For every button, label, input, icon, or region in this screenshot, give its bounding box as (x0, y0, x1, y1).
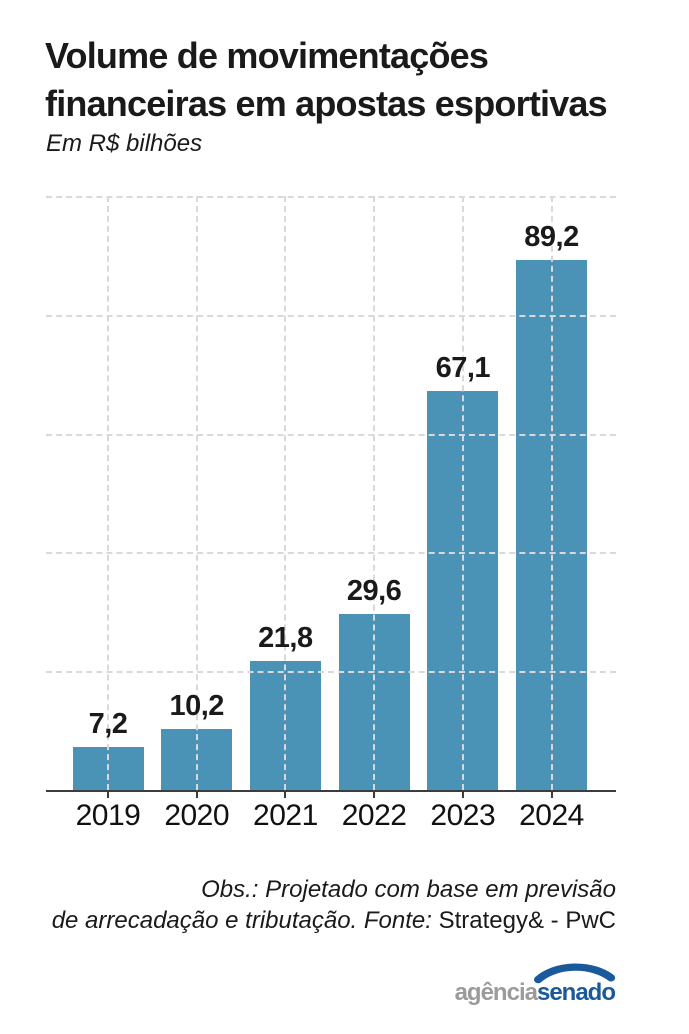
source-note-line-1: Obs.: Projetado com base em previsão (201, 876, 616, 903)
source-note-line-2: de arrecadação e tributação. Fonte: Stra… (52, 905, 616, 936)
x-axis-tick (195, 792, 198, 798)
chart-subtitle: Em R$ bilhões (46, 130, 203, 157)
gridline-horizontal (46, 552, 616, 555)
gridline-horizontal (46, 314, 616, 317)
bar-value-label: 67,1 (435, 352, 491, 385)
gridline-vertical (550, 196, 553, 790)
gridline-horizontal (46, 671, 616, 674)
x-axis-label: 2021 (253, 799, 318, 832)
x-axis-tick (461, 792, 464, 798)
gridline-vertical (195, 196, 198, 790)
bar-value-label: 7,2 (88, 708, 128, 741)
x-axis-tick (284, 792, 287, 798)
page-title: Volume de movimentações financeiras em ap… (45, 32, 608, 128)
logo-text-agencia: agência (454, 979, 538, 1006)
x-axis-label: 2019 (75, 799, 141, 832)
gridline-vertical (284, 196, 287, 790)
senado-dome-arc-icon (533, 963, 616, 984)
gridline-vertical (461, 196, 464, 790)
gridline-vertical (107, 196, 109, 790)
page-title-line-1: Volume de movimentações (45, 35, 489, 76)
bar-value-label: 89,2 (524, 221, 579, 254)
x-axis-line (46, 790, 616, 792)
x-axis-label: 2022 (341, 799, 407, 832)
x-axis-tick (550, 792, 553, 798)
agencia-senado-logo: agência senado (454, 963, 616, 1006)
logo-text-senado: senado (536, 979, 616, 1006)
page-title-line-2: financeiras em apostas esportivas (45, 83, 608, 124)
source-note-line-2-italic: de arrecadação e tributação. Fonte: (51, 907, 432, 934)
gridline-vertical (373, 196, 376, 790)
x-axis-tick (107, 792, 109, 798)
source-note: Obs.: Projetado com base em previsão de … (52, 874, 616, 936)
bar-value-label: 21,8 (258, 621, 313, 654)
bar-value-label: 29,6 (346, 575, 402, 608)
logo-senado-wrap: senado (533, 963, 616, 1006)
gridline-horizontal (46, 433, 616, 436)
x-axis-label: 2023 (430, 799, 496, 832)
x-axis-tick (373, 792, 376, 798)
bar-value-label: 10,2 (169, 690, 224, 723)
x-axis-label: 2020 (164, 799, 230, 832)
bar-chart: 7,2 2019 10,2 2020 21,8 2021 29,6 2022 67,1 2023 8… (46, 196, 616, 832)
x-axis-label: 2024 (519, 799, 584, 832)
gridline-horizontal (46, 196, 616, 198)
source-note-source-name: Strategy& - PwC (438, 907, 616, 934)
